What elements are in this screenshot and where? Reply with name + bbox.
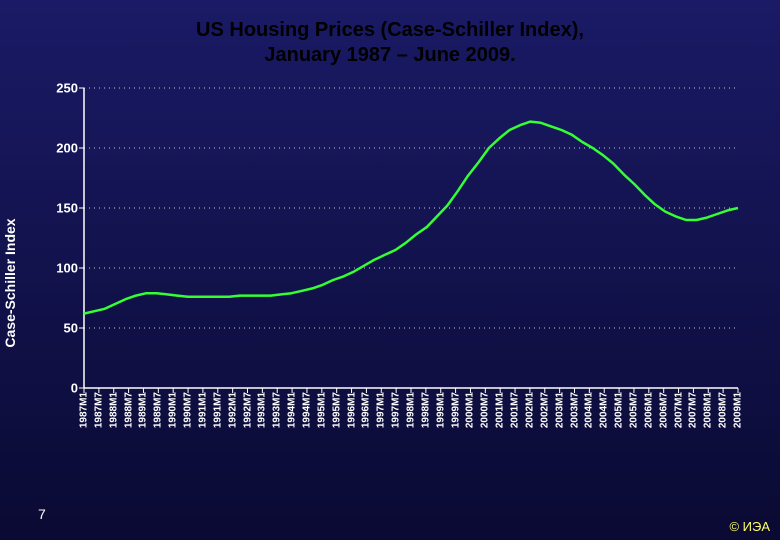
plot-area	[84, 88, 738, 388]
x-tick-label: 1997M1	[376, 392, 387, 428]
chart-area: Case-Schiller Index 050100150200250 1987…	[42, 88, 738, 478]
x-tick-label: 2003M1	[554, 392, 565, 428]
x-tick-label: 2006M7	[658, 392, 669, 428]
y-tick-label: 100	[44, 261, 78, 276]
x-tick-label: 2008M1	[703, 392, 714, 428]
line-chart-svg	[84, 88, 738, 388]
y-axis-label: Case-Schiller Index	[2, 218, 18, 347]
x-tick-label: 1992M7	[242, 392, 253, 428]
x-tick-label: 2005M7	[628, 392, 639, 428]
x-tick-label: 1999M7	[450, 392, 461, 428]
y-tick-label: 50	[44, 321, 78, 336]
x-tick-label: 2007M7	[688, 392, 699, 428]
x-tick-label: 2008M7	[718, 392, 729, 428]
x-tick-label: 1993M1	[257, 392, 268, 428]
x-tick-label: 2001M7	[510, 392, 521, 428]
x-tick-label: 1996M7	[361, 392, 372, 428]
x-tick-label: 1988M7	[123, 392, 134, 428]
x-tick-label: 2001M1	[495, 392, 506, 428]
x-tick-label: 2002M1	[524, 392, 535, 428]
x-tick-label: 2009M1	[733, 392, 744, 428]
x-tick-label: 2006M1	[643, 392, 654, 428]
y-tick-label: 0	[44, 381, 78, 396]
x-tick-label: 1996M1	[346, 392, 357, 428]
x-tick-label: 1989M7	[153, 392, 164, 428]
x-tick-label: 1988M1	[108, 392, 119, 428]
x-tick-label: 2003M7	[569, 392, 580, 428]
x-ticks: 1987M11987M71988M11988M71989M11989M71990…	[84, 392, 738, 476]
x-tick-label: 2007M1	[673, 392, 684, 428]
x-tick-label: 1989M1	[138, 392, 149, 428]
x-tick-label: 1994M1	[287, 392, 298, 428]
x-tick-label: 1994M7	[301, 392, 312, 428]
x-tick-label: 1993M7	[272, 392, 283, 428]
page-number: 7	[38, 506, 46, 522]
x-tick-label: 1992M1	[227, 392, 238, 428]
title-line-2: January 1987 – June 2009.	[264, 44, 515, 66]
x-tick-label: 1990M1	[168, 392, 179, 428]
y-tick-label: 200	[44, 141, 78, 156]
y-tick-label: 150	[44, 201, 78, 216]
x-tick-label: 1991M1	[197, 392, 208, 428]
x-tick-label: 2004M1	[584, 392, 595, 428]
title-line-1: US Housing Prices (Case-Schiller Index),	[196, 19, 584, 41]
x-tick-label: 2000M7	[480, 392, 491, 428]
chart-title: US Housing Prices (Case-Schiller Index),…	[0, 18, 780, 68]
x-tick-label: 1995M1	[316, 392, 327, 428]
y-tick-label: 250	[44, 81, 78, 96]
x-tick-label: 1998M1	[406, 392, 417, 428]
x-tick-label: 1991M7	[212, 392, 223, 428]
x-tick-label: 1987M7	[93, 392, 104, 428]
x-tick-label: 1990M7	[183, 392, 194, 428]
x-tick-label: 2004M7	[599, 392, 610, 428]
x-tick-label: 1999M1	[435, 392, 446, 428]
x-tick-label: 1995M7	[331, 392, 342, 428]
x-tick-label: 2000M1	[465, 392, 476, 428]
x-tick-label: 1998M7	[420, 392, 431, 428]
x-tick-label: 1987M1	[79, 392, 90, 428]
copyright-label: © ИЭА	[729, 519, 770, 534]
x-tick-label: 2005M1	[614, 392, 625, 428]
x-tick-label: 2002M7	[539, 392, 550, 428]
slide: US Housing Prices (Case-Schiller Index),…	[0, 0, 780, 540]
x-tick-label: 1997M7	[391, 392, 402, 428]
